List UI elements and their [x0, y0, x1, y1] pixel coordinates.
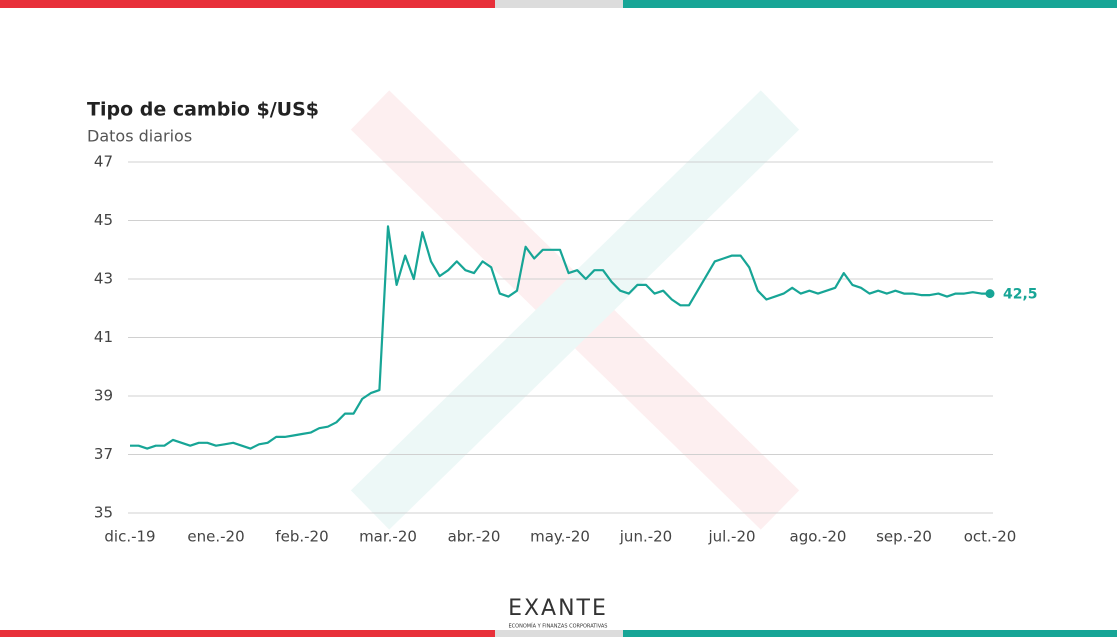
y-tick-label: 43 [94, 270, 113, 288]
bottom-bar-teal [623, 630, 1117, 637]
x-tick-label: ene.-20 [187, 528, 244, 546]
y-tick-label: 35 [94, 504, 113, 522]
x-tick-label: jun.-20 [619, 528, 672, 546]
x-tick-label: sep.-20 [876, 528, 932, 546]
chart-subtitle: Datos diarios [87, 127, 192, 146]
bottom-bar-gray [495, 630, 623, 637]
value-label: 42,5 [1003, 287, 1038, 303]
y-tick-label: 45 [94, 211, 113, 229]
top-bar-teal [623, 0, 1117, 8]
x-tick-label: feb.-20 [275, 528, 328, 546]
end-point [985, 289, 995, 299]
chart-title: Tipo de cambio $/US$ [87, 99, 319, 121]
bottom-bar-red [0, 630, 495, 637]
x-tick-label: oct.-20 [964, 528, 1017, 546]
y-tick-label: 41 [94, 328, 113, 346]
watermark [350, 90, 800, 530]
x-tick-label: dic.-19 [104, 528, 155, 546]
y-tick-label: 39 [94, 387, 113, 405]
plot-area: 35 37 39 41 43 45 47 dic.-19 ene.-20 feb.-20 mar.-… [94, 153, 1038, 546]
logo-tagline: ECONOMÍA Y FINANZAS CORPORATIVAS [509, 623, 608, 630]
logo-name: EXANTE [508, 596, 608, 621]
x-tick-label: jul.-20 [707, 528, 755, 546]
top-bar-red [0, 0, 495, 8]
top-bar-gray [495, 0, 623, 8]
y-tick-label: 47 [94, 153, 113, 171]
data-line [130, 225, 990, 450]
x-tick-label: ago.-20 [790, 528, 847, 546]
x-tick-label: may.-20 [530, 528, 590, 546]
x-tick-label: mar.-20 [359, 528, 417, 546]
y-tick-label: 37 [94, 445, 113, 463]
x-tick-label: abr.-20 [448, 528, 501, 546]
